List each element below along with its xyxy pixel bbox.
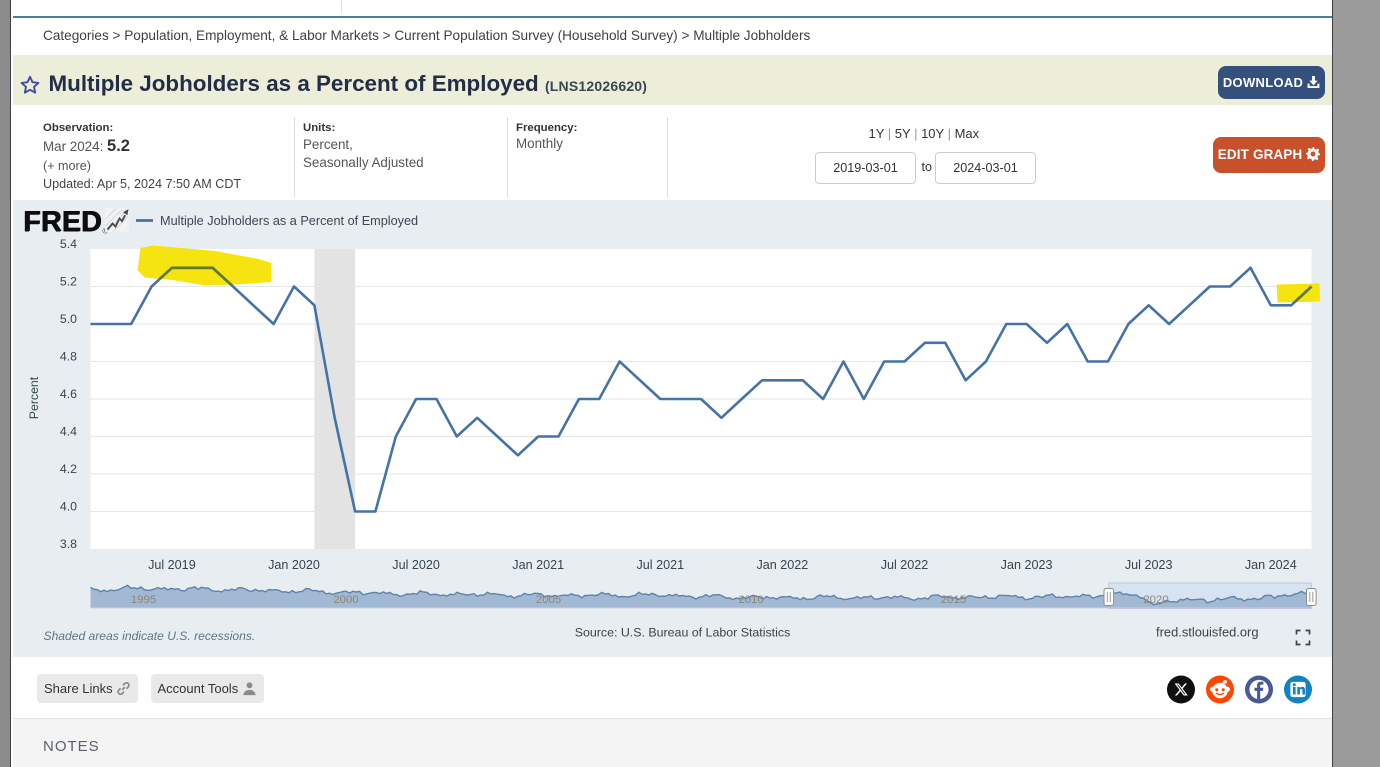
svg-text:Source: U.S. Bureau of Labor S: Source: U.S. Bureau of Labor Statistics <box>574 626 790 640</box>
svg-text:Shaded areas indicate U.S. rec: Shaded areas indicate U.S. recessions. <box>43 629 255 643</box>
svg-text:4.4: 4.4 <box>59 424 76 438</box>
svg-text:Jan 2020: Jan 2020 <box>268 558 320 572</box>
svg-text:Jul 2019: Jul 2019 <box>148 558 196 572</box>
svg-text:2005: 2005 <box>535 594 560 606</box>
svg-text:2020: 2020 <box>1143 594 1168 606</box>
svg-text:2015: 2015 <box>940 594 965 606</box>
svg-text:4.0: 4.0 <box>59 499 76 513</box>
svg-text:Jan 2022: Jan 2022 <box>756 558 808 572</box>
svg-text:Jul 2020: Jul 2020 <box>392 558 440 572</box>
svg-text:fred.stlouisfed.org: fred.stlouisfed.org <box>1156 625 1258 640</box>
svg-text:2010: 2010 <box>738 594 763 606</box>
svg-text:Jan 2021: Jan 2021 <box>512 558 564 572</box>
svg-text:FRED: FRED <box>23 206 102 238</box>
svg-text:Jul 2022: Jul 2022 <box>880 558 928 572</box>
svg-text:Jan 2023: Jan 2023 <box>1000 558 1052 572</box>
svg-text:Jul 2021: Jul 2021 <box>636 558 684 572</box>
svg-text:Percent: Percent <box>27 376 41 419</box>
svg-text:5.2: 5.2 <box>59 274 76 288</box>
svg-text:Multiple Jobholders as a Perce: Multiple Jobholders as a Percent of Empl… <box>160 214 418 228</box>
svg-text:5.4: 5.4 <box>59 237 76 251</box>
svg-text:5.0: 5.0 <box>59 312 76 326</box>
svg-text:1995: 1995 <box>130 594 155 606</box>
svg-text:4.2: 4.2 <box>59 462 76 476</box>
svg-text:Jan 2024: Jan 2024 <box>1244 558 1296 572</box>
svg-text:2000: 2000 <box>333 594 358 606</box>
svg-text:3.8: 3.8 <box>59 537 76 551</box>
svg-text:4.6: 4.6 <box>59 387 76 401</box>
svg-text:Jul 2023: Jul 2023 <box>1124 558 1172 572</box>
svg-text:4.8: 4.8 <box>59 349 76 363</box>
